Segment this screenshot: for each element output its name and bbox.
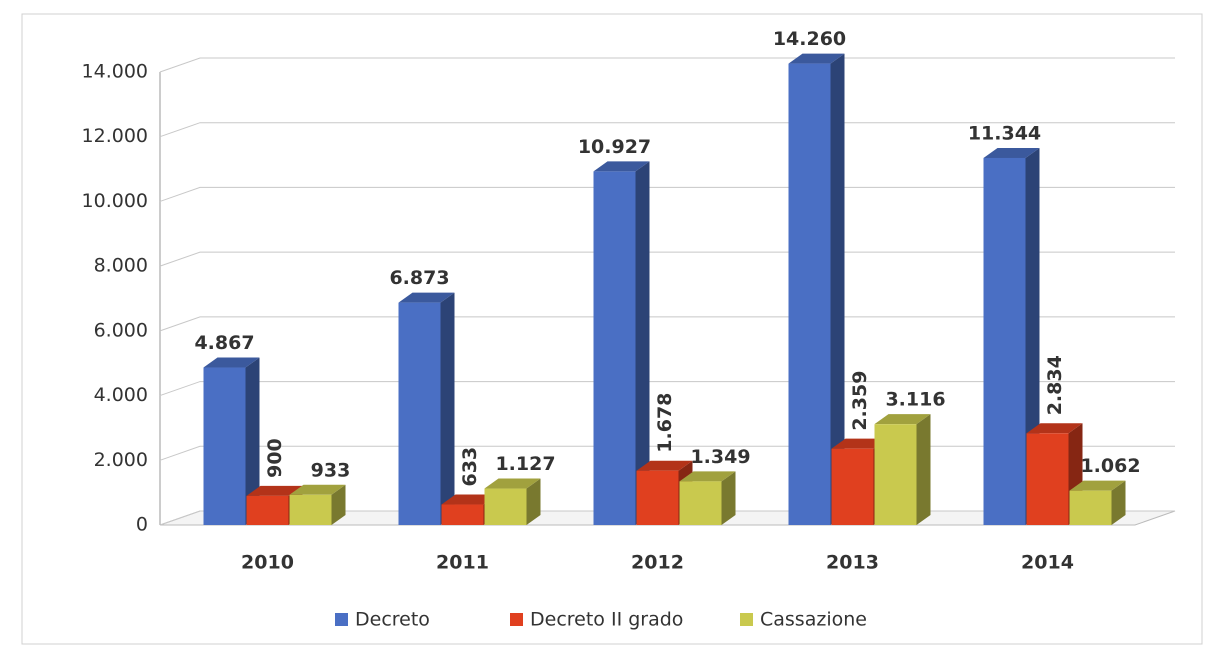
bar-side xyxy=(830,53,845,525)
bar xyxy=(983,157,1026,526)
legend-label: Decreto II grado xyxy=(530,609,683,631)
bar xyxy=(636,470,679,525)
data-label: 1.678 xyxy=(654,393,676,453)
bar-side xyxy=(916,414,931,525)
legend-swatch xyxy=(740,613,753,626)
bar-top xyxy=(831,438,888,449)
data-label: 933 xyxy=(311,459,351,481)
bar xyxy=(398,302,441,525)
bar-side xyxy=(440,292,455,525)
bar-top xyxy=(398,292,455,303)
y-tick-label: 2.000 xyxy=(94,449,148,471)
bar xyxy=(1026,433,1069,525)
bar xyxy=(1069,490,1112,525)
bar xyxy=(441,504,484,525)
bar-top xyxy=(1026,423,1083,434)
grid-line xyxy=(159,316,1175,332)
y-tick-label: 14.000 xyxy=(82,61,148,83)
data-label: 10.927 xyxy=(578,136,651,158)
bar xyxy=(289,494,332,525)
x-tick-label: 2011 xyxy=(436,552,489,574)
legend-swatch xyxy=(510,613,523,626)
x-tick-label: 2013 xyxy=(826,552,879,574)
bar-top xyxy=(246,485,303,496)
x-tick-label: 2014 xyxy=(1021,552,1074,574)
legend-label: Decreto xyxy=(355,609,430,631)
grid-line xyxy=(159,122,1175,138)
y-tick-label: 0 xyxy=(136,514,148,536)
bar-side xyxy=(635,161,650,525)
grid-line xyxy=(159,57,1175,73)
bar-top xyxy=(636,460,693,471)
bar xyxy=(484,488,527,525)
bar-top xyxy=(289,484,346,495)
bar-top xyxy=(1069,480,1126,491)
data-label: 2.359 xyxy=(849,371,871,431)
bar xyxy=(679,481,722,525)
grid-line xyxy=(159,381,1175,397)
bar-side xyxy=(1111,480,1126,525)
y-tick-label: 6.000 xyxy=(94,319,148,341)
y-tick-label: 10.000 xyxy=(82,190,148,212)
grid-line xyxy=(159,186,1175,202)
bar xyxy=(593,171,636,525)
y-tick-label: 8.000 xyxy=(94,255,148,277)
bar xyxy=(246,495,289,525)
grid-line xyxy=(159,251,1175,267)
data-label: 900 xyxy=(264,438,286,478)
data-label: 1.127 xyxy=(495,453,555,475)
bar-top xyxy=(593,161,650,172)
data-label: 14.260 xyxy=(773,28,846,50)
bar-top xyxy=(874,414,931,425)
bar xyxy=(203,367,246,525)
bar-top xyxy=(441,494,498,505)
bar-top xyxy=(484,478,541,489)
x-tick-label: 2010 xyxy=(241,552,294,574)
data-label: 3.116 xyxy=(885,389,945,411)
bar-top xyxy=(788,53,845,64)
frame xyxy=(21,13,1203,645)
bar-top xyxy=(679,471,736,482)
bar xyxy=(788,63,831,525)
legend-swatch xyxy=(335,613,348,626)
y-tick-label: 4.000 xyxy=(94,384,148,406)
bar-side xyxy=(721,471,736,525)
bar-side xyxy=(245,357,260,525)
bar xyxy=(874,424,917,525)
data-label: 2.834 xyxy=(1044,355,1066,415)
bar-side xyxy=(526,478,541,525)
bar-top xyxy=(203,357,260,368)
x-tick-label: 2012 xyxy=(631,552,684,574)
data-label: 11.344 xyxy=(968,122,1041,144)
legend-label: Cassazione xyxy=(760,609,867,631)
bar xyxy=(831,448,874,525)
data-label: 633 xyxy=(459,447,481,487)
data-label: 1.349 xyxy=(690,446,750,468)
bar-side xyxy=(331,484,346,525)
data-label: 1.062 xyxy=(1080,455,1140,477)
y-tick-label: 12.000 xyxy=(82,125,148,147)
data-label: 4.867 xyxy=(194,332,254,354)
bar-top xyxy=(983,147,1040,158)
data-label: 6.873 xyxy=(389,267,449,289)
